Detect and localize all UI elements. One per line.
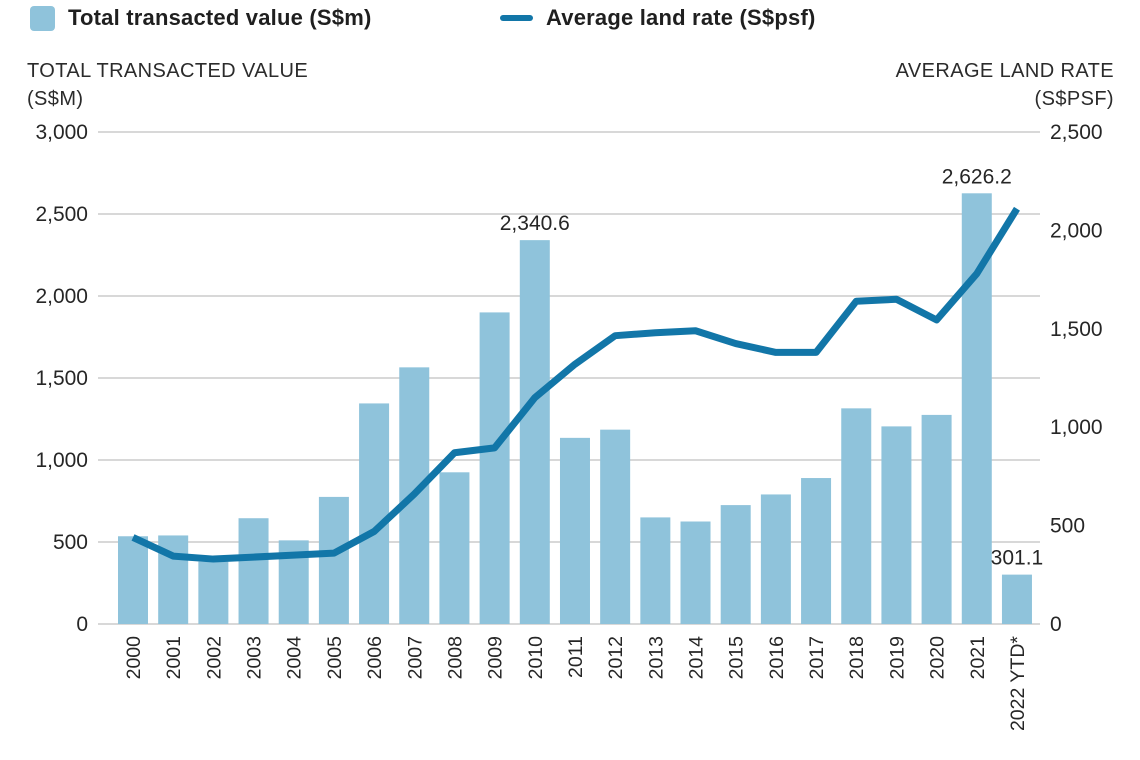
x-axis-label-2004: 2004 [284, 636, 306, 680]
right-axis-tick-label: 2,500 [1050, 121, 1103, 144]
right-axis-title-line2: (S$PSF) [1034, 88, 1114, 110]
bar-value-label-2021: 2,626.2 [942, 165, 1012, 188]
x-axis-label-2019: 2019 [886, 636, 908, 679]
right-axis-title: AVERAGE LAND RATE (S$PSF) [896, 57, 1114, 113]
x-axis-label-2009: 2009 [485, 636, 507, 679]
bar-2015 [720, 505, 751, 624]
x-axis-label-2001: 2001 [163, 636, 185, 679]
right-axis-tick-label: 500 [1050, 515, 1085, 538]
x-axis-label-2017: 2017 [806, 636, 828, 679]
bar-2016 [760, 494, 791, 624]
line-series-legend-label: Average land rate (S$psf) [546, 5, 816, 30]
bar-2018 [841, 408, 872, 624]
x-axis-label-2002: 2002 [203, 636, 225, 679]
bar-series-swatch-icon [30, 5, 55, 31]
bar-2003 [238, 518, 269, 624]
right-axis-title-line1: AVERAGE LAND RATE [895, 60, 1114, 82]
x-axis-label-2005: 2005 [324, 636, 346, 680]
x-axis-label-2020: 2020 [927, 636, 949, 680]
x-axis-label-2006: 2006 [364, 636, 386, 679]
x-axis-label-2007: 2007 [404, 636, 426, 679]
bar-2011 [559, 437, 590, 624]
right-axis-tick-label: 1,500 [1050, 318, 1103, 341]
bar-2008 [439, 472, 470, 624]
x-axis-label-2016: 2016 [766, 636, 788, 679]
bar-2017 [801, 478, 832, 624]
bar-series-legend-label: Total transacted value (S$m) [68, 5, 372, 30]
left-axis-tick-label: 3,000 [35, 121, 88, 144]
left-axis-tick-label: 0 [76, 613, 88, 636]
left-axis-tick-label: 2,500 [35, 203, 88, 226]
bar-value-label-2022 YTD*: 301.1 [991, 547, 1044, 570]
legend-item-total-transacted-value: Total transacted value (S$m) [30, 0, 372, 36]
x-axis-label-2021: 2021 [967, 636, 989, 679]
bar-2000 [118, 536, 148, 624]
left-axis-title-line2: (S$M) [27, 88, 84, 110]
bar-value-label-2010: 2,340.6 [500, 212, 570, 235]
bar-2009 [479, 312, 510, 624]
left-axis-title-line1: TOTAL TRANSACTED VALUE [27, 60, 309, 82]
bar-2020 [921, 414, 952, 624]
x-axis-label-2012: 2012 [605, 636, 627, 679]
bar-2022 YTD* [1001, 574, 1032, 624]
left-axis-tick-label: 500 [53, 531, 88, 554]
bar-2014 [680, 521, 711, 624]
x-axis-label-2014: 2014 [686, 636, 708, 680]
x-axis-label-2008: 2008 [444, 636, 466, 679]
x-axis-label-2010: 2010 [525, 636, 547, 680]
bar-2006 [359, 403, 390, 624]
left-axis-tick-label: 1,500 [35, 367, 88, 390]
bar-2021 [961, 193, 992, 624]
x-axis-label-2015: 2015 [726, 636, 748, 680]
right-axis-tick-label: 2,000 [1050, 219, 1103, 242]
right-axis-tick-label: 0 [1050, 613, 1062, 636]
x-axis-label-2003: 2003 [244, 636, 266, 679]
bar-2010 [519, 240, 550, 624]
line-series-swatch-icon [500, 15, 533, 21]
left-axis-tick-label: 1,000 [35, 449, 88, 472]
x-axis-label-2013: 2013 [645, 636, 667, 679]
left-axis-tick-label: 2,000 [35, 285, 88, 308]
x-axis-label-2011: 2011 [565, 636, 587, 678]
bar-2013 [640, 517, 671, 624]
average-land-rate-line [131, 206, 1020, 563]
left-axis-title: TOTAL TRANSACTED VALUE (S$M) [27, 57, 308, 113]
legend-item-average-land-rate: Average land rate (S$psf) [500, 0, 816, 36]
bar-2005 [318, 496, 349, 624]
bar-2012 [600, 429, 631, 624]
x-axis-label-2022 YTD*: 2022 YTD* [1007, 636, 1029, 731]
x-axis-label-2000: 2000 [123, 636, 145, 680]
x-axis-label-2018: 2018 [846, 636, 868, 679]
right-axis-tick-label: 1,000 [1050, 416, 1103, 439]
bar-2002 [198, 561, 229, 624]
bar-2019 [881, 426, 912, 624]
